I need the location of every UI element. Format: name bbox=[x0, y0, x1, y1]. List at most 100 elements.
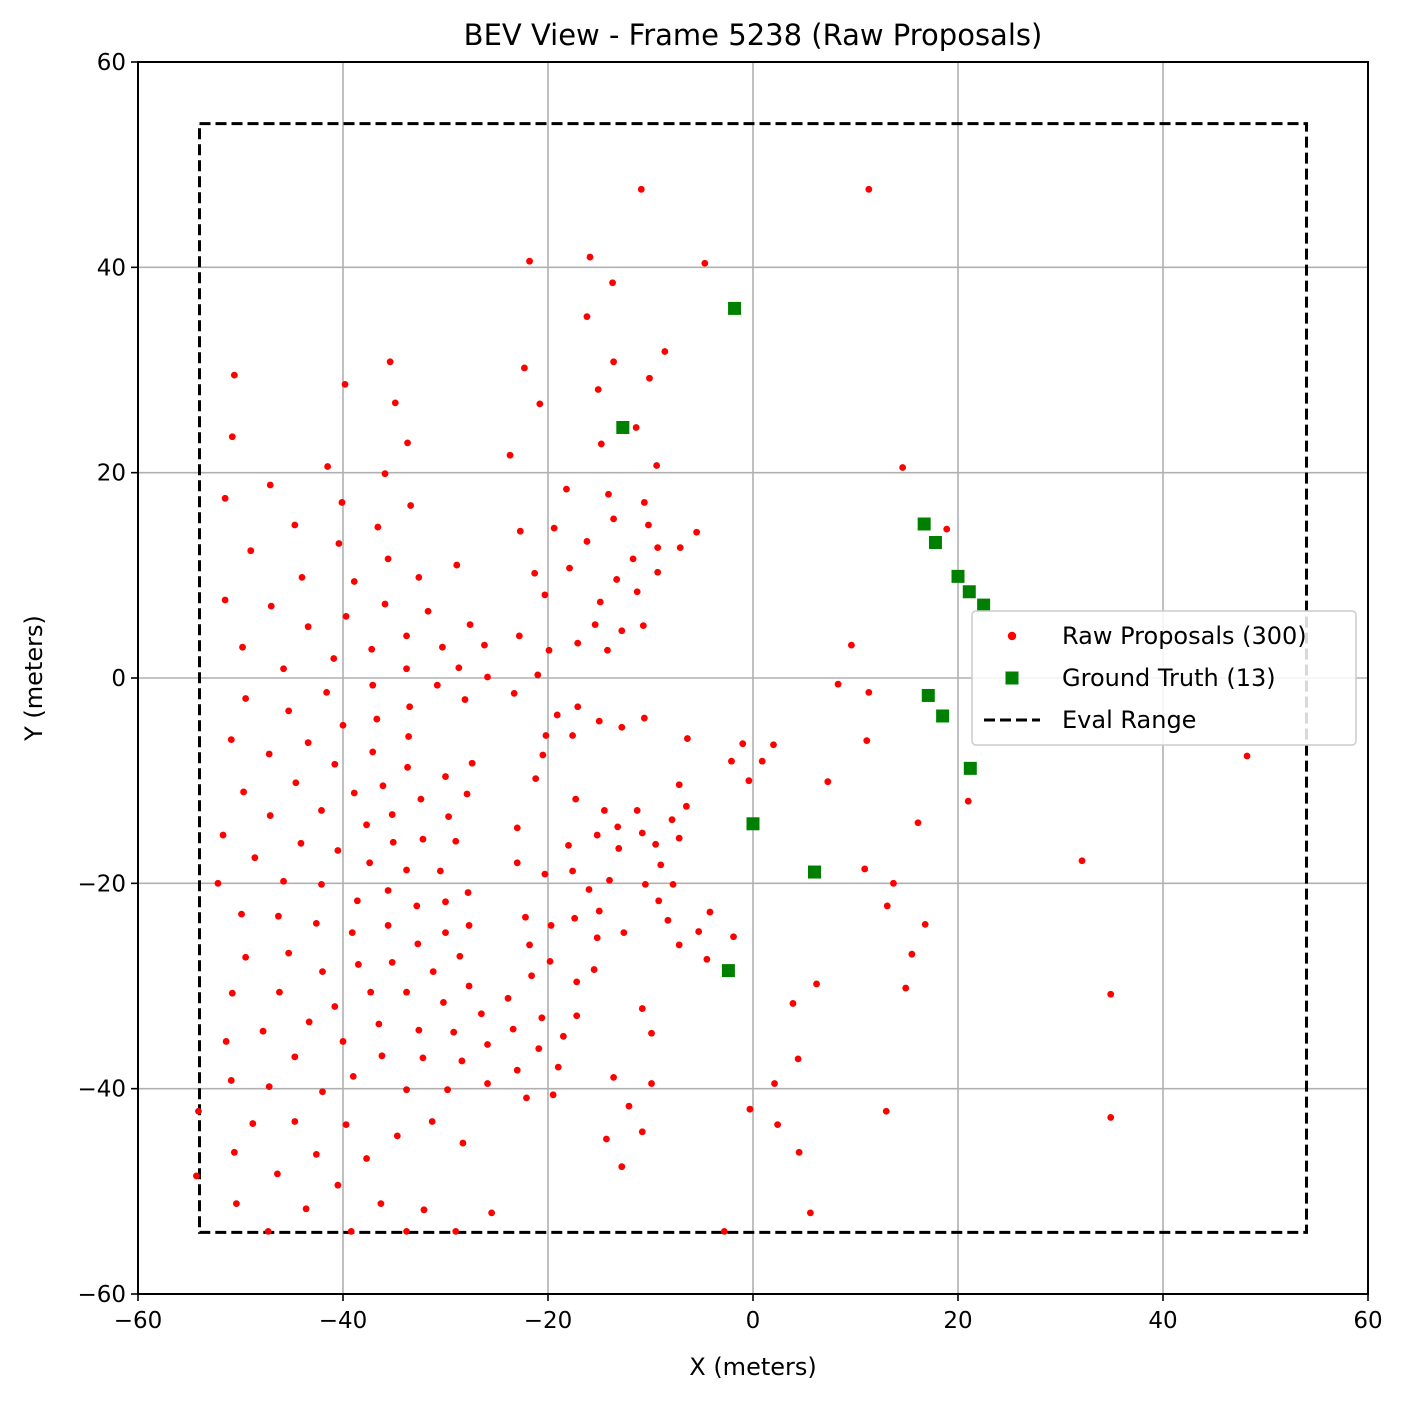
raw-proposal-point bbox=[259, 1027, 267, 1035]
raw-proposal-point bbox=[566, 564, 573, 572]
raw-proposal-point bbox=[638, 1128, 646, 1136]
raw-proposal-point bbox=[807, 1209, 814, 1217]
raw-proposal-point bbox=[526, 941, 533, 949]
ground-truth-point bbox=[962, 585, 976, 599]
raw-proposal-point bbox=[267, 602, 275, 610]
raw-proposal-point bbox=[706, 908, 714, 916]
raw-proposal-point bbox=[646, 374, 653, 382]
raw-proposal-point bbox=[265, 750, 273, 758]
raw-proposal-point bbox=[654, 568, 662, 576]
raw-proposal-point bbox=[354, 961, 362, 968]
raw-proposal-point bbox=[546, 957, 554, 965]
raw-proposal-point bbox=[251, 854, 259, 862]
raw-proposal-point bbox=[240, 788, 247, 796]
y-tick-label: 40 bbox=[97, 255, 126, 281]
raw-proposal-point bbox=[452, 837, 460, 845]
raw-proposal-point bbox=[565, 841, 572, 849]
raw-proposal-point bbox=[648, 1080, 655, 1087]
raw-proposal-point bbox=[595, 717, 603, 725]
legend-marker-ground-truth bbox=[1005, 671, 1019, 685]
raw-proposal-point bbox=[353, 897, 361, 905]
raw-proposal-point bbox=[720, 1227, 728, 1235]
raw-proposal-point bbox=[510, 690, 518, 697]
ground-truth-point bbox=[977, 598, 991, 612]
raw-proposal-point bbox=[233, 1200, 240, 1208]
raw-proposal-point bbox=[266, 481, 274, 489]
ground-truth-point bbox=[721, 964, 735, 978]
x-axis-label: X (meters) bbox=[689, 1353, 817, 1381]
raw-proposal-point bbox=[461, 696, 469, 703]
raw-proposal-point bbox=[914, 819, 922, 827]
raw-proposal-point bbox=[195, 1107, 202, 1115]
raw-proposal-point bbox=[645, 521, 652, 529]
legend-box bbox=[971, 610, 1357, 746]
raw-proposal-point bbox=[388, 958, 396, 966]
x-tick-label: 20 bbox=[943, 1308, 972, 1334]
raw-proposal-point bbox=[403, 632, 410, 640]
raw-proposal-point bbox=[583, 538, 591, 545]
raw-proposal-point bbox=[404, 763, 411, 771]
raw-proposal-point bbox=[230, 371, 238, 379]
raw-proposal-point bbox=[464, 889, 472, 896]
raw-proposal-point bbox=[603, 1135, 610, 1143]
raw-proposal-point bbox=[239, 643, 246, 651]
raw-proposal-point bbox=[417, 795, 425, 803]
raw-proposal-point bbox=[865, 688, 873, 696]
raw-proposal-point bbox=[221, 494, 229, 502]
raw-proposal-point bbox=[618, 1163, 626, 1171]
raw-proposal-point bbox=[291, 1118, 299, 1125]
legend-label-eval-range: Eval Range bbox=[1062, 706, 1196, 734]
y-tick-label: −20 bbox=[77, 871, 126, 897]
raw-proposal-point bbox=[648, 1029, 655, 1037]
legend-label-ground-truth: Ground Truth (13) bbox=[1062, 664, 1276, 692]
raw-proposal-point bbox=[334, 847, 342, 854]
raw-proposal-point bbox=[620, 929, 628, 937]
raw-proposal-point bbox=[774, 1121, 781, 1128]
raw-proposal-point bbox=[484, 1080, 491, 1087]
raw-proposal-point bbox=[242, 695, 250, 702]
raw-proposal-point bbox=[890, 879, 897, 887]
raw-proposal-point bbox=[563, 485, 570, 493]
raw-proposal-point bbox=[1107, 990, 1115, 998]
raw-proposal-point bbox=[513, 859, 521, 867]
x-tick-label: −20 bbox=[524, 1308, 573, 1334]
raw-proposal-point bbox=[465, 922, 473, 929]
raw-proposal-point bbox=[523, 1094, 530, 1102]
raw-proposal-point bbox=[403, 665, 410, 673]
raw-proposal-point bbox=[342, 613, 350, 620]
raw-proposal-point bbox=[367, 988, 375, 996]
raw-proposal-point bbox=[291, 521, 299, 529]
ground-truth-point bbox=[921, 688, 935, 702]
raw-proposal-point bbox=[458, 1057, 466, 1065]
raw-proposal-point bbox=[640, 714, 648, 722]
raw-proposal-point bbox=[595, 907, 603, 915]
raw-proposal-point bbox=[403, 1086, 410, 1094]
raw-proposal-point bbox=[404, 439, 411, 447]
raw-proposal-point bbox=[669, 880, 677, 888]
raw-proposal-point bbox=[339, 721, 347, 729]
raw-proposal-point bbox=[618, 627, 626, 635]
raw-proposal-point bbox=[265, 1083, 273, 1091]
raw-proposal-point bbox=[863, 737, 871, 745]
raw-proposal-point bbox=[373, 715, 381, 723]
raw-proposal-point bbox=[605, 490, 612, 498]
raw-proposal-point bbox=[280, 665, 287, 673]
raw-proposal-point bbox=[302, 1205, 310, 1213]
raw-proposal-point bbox=[638, 829, 646, 837]
raw-proposal-point bbox=[569, 867, 576, 875]
raw-proposal-point bbox=[613, 576, 621, 583]
raw-proposal-point bbox=[323, 688, 330, 696]
raw-proposal-point bbox=[964, 797, 972, 805]
ground-truth-point bbox=[928, 535, 942, 549]
raw-proposal-point bbox=[285, 949, 293, 957]
raw-proposal-point bbox=[484, 1041, 491, 1048]
raw-proposal-point bbox=[590, 966, 598, 973]
raw-proposal-point bbox=[813, 980, 820, 988]
raw-proposal-point bbox=[338, 499, 346, 506]
raw-proposal-point bbox=[770, 741, 777, 749]
raw-proposal-point bbox=[638, 1005, 646, 1012]
raw-proposal-point bbox=[848, 641, 855, 649]
ground-truth-point bbox=[728, 301, 742, 315]
raw-proposal-point bbox=[664, 916, 672, 924]
raw-proposal-point bbox=[534, 671, 542, 679]
